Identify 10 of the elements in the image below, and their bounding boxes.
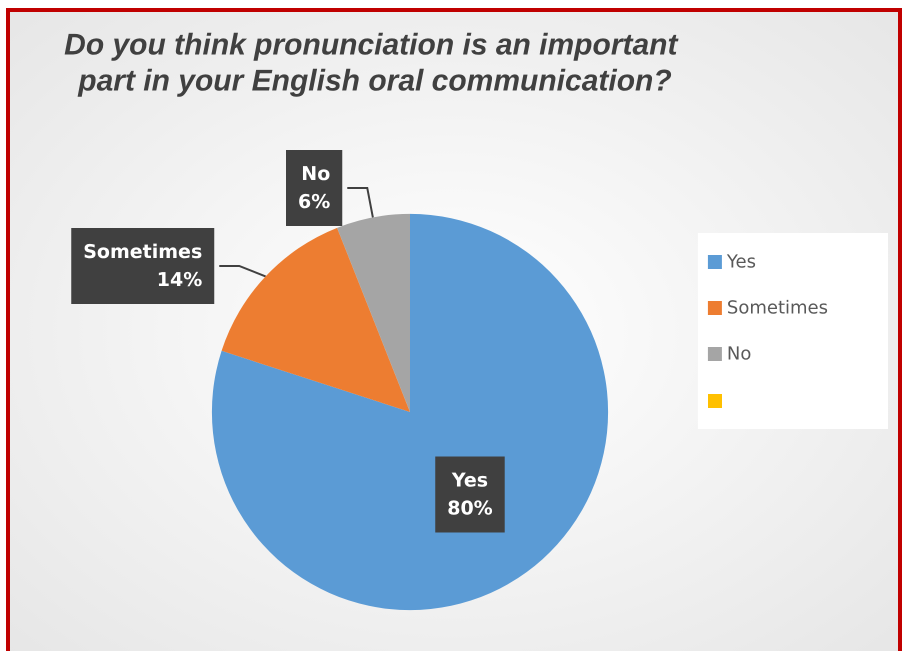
data-label: 80% (447, 498, 493, 520)
legend-label: Yes (726, 252, 756, 272)
slice-label: Yes (450, 470, 488, 492)
slice-label: Sometimes (83, 240, 202, 263)
legend-label: Sometimes (726, 298, 828, 318)
chart-title: Do you think pronunciation is an important part in your English oral communication? (64, 28, 686, 98)
slice-label: No (301, 162, 330, 185)
data-label: 14% (156, 268, 202, 291)
legend-label: No (726, 344, 752, 364)
data-label: 6% (298, 190, 330, 213)
